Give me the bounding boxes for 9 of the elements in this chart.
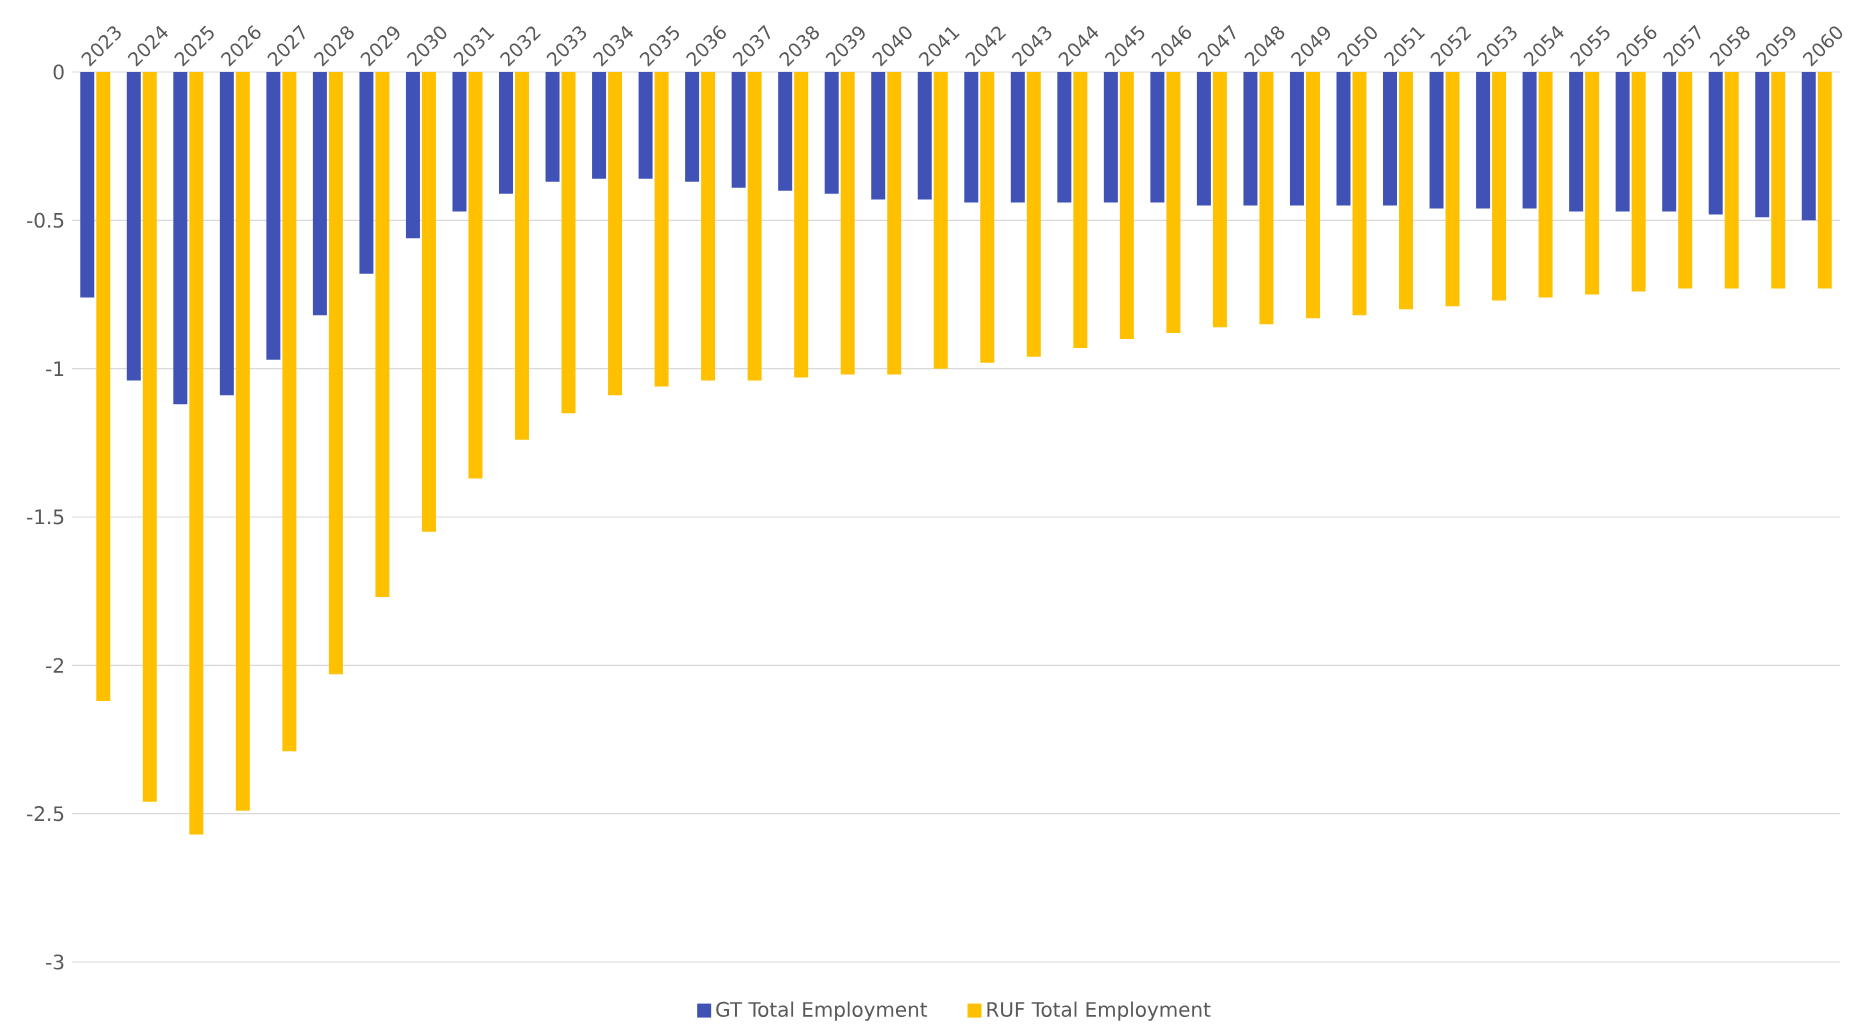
y-tick-label: -3 xyxy=(46,954,64,970)
y-tick-label: 0 xyxy=(53,64,64,80)
legend-label: GT Total Employment xyxy=(716,1001,928,1021)
y-tick-label: -0.5 xyxy=(27,212,64,228)
y-tick-label: -1 xyxy=(46,361,64,376)
y-tick-label: -1.5 xyxy=(27,509,64,525)
y-tick-label: -2 xyxy=(46,657,63,673)
y-tick-label: -2.5 xyxy=(27,806,64,822)
legend-label: RUF Total Employment xyxy=(987,1001,1211,1021)
